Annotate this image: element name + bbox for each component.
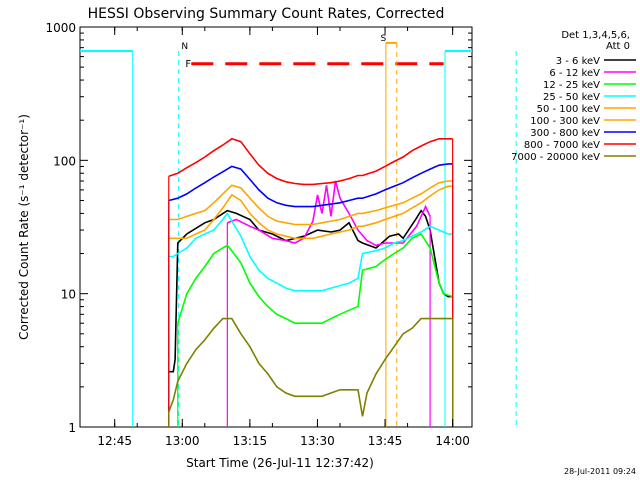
series-line-0 [168,209,453,373]
legend-title-line: Att 0 [606,41,630,52]
legend-entry-label: 3 - 6 keV [556,56,600,67]
series-line-1 [227,180,431,247]
annotation-markers: NF S [80,34,517,427]
legend-title-line: Det 1,3,4,5,6, [561,30,630,41]
flare-flag-label: F [185,59,191,70]
legend-entry-label: 7000 - 20000 keV [511,152,600,163]
x-axis: 12:45 13:00 13:15 13:30 13:45 14:00 [97,27,470,448]
legend-entry-label: 300 - 800 keV [530,128,600,139]
series-line-7 [168,137,453,186]
y-tick-label: 1000 [45,21,76,35]
series-line-2 [177,232,453,325]
legend-entry-label: 800 - 7000 keV [524,140,600,151]
y-tick-label: 10 [61,288,76,302]
x-tick-label: 13:30 [300,434,335,448]
legend-entry-label: 50 - 100 keV [537,104,601,115]
series-line-6 [168,163,453,208]
chart-title: HESSI Observing Summary Count Rates, Cor… [88,6,445,22]
x-tick-label: 13:00 [165,434,200,448]
plot-frame [79,26,473,428]
y-axis: 1 10 100 1000 [45,21,472,435]
plot-area: NF S 12:45 13:00 13:15 13:30 13:45 14:00 1 10 10… [45,21,517,448]
x-tick-label: 13:15 [233,434,268,448]
x-tick-label: 14:00 [435,434,470,448]
x-tick-label: 13:45 [368,434,403,448]
x-axis-label: Start Time (26-Jul-11 12:37:42) [186,456,374,470]
legend-entry-label: 6 - 12 keV [549,68,600,79]
legend-entry-label: 12 - 25 keV [543,80,600,91]
series-line-8 [168,317,453,417]
saa-flag-label: S [381,34,387,44]
legend-entry-label: 25 - 50 keV [543,92,600,103]
night-flag-label: N [181,42,188,52]
x-tick-label: 12:45 [97,434,132,448]
y-tick-label: 1 [68,421,76,435]
legend-entry-label: 100 - 300 keV [530,116,600,127]
series-line-3 [168,211,453,292]
series-line-4 [168,180,453,226]
timestamp-label: 28-Jul-2011 09:24 [564,467,636,476]
y-tick-label: 100 [53,154,76,168]
y-axis-label: Corrected Count Rate (s⁻¹ detector⁻¹) [17,114,31,340]
series-line-5 [168,185,453,240]
series-layer [168,137,454,427]
